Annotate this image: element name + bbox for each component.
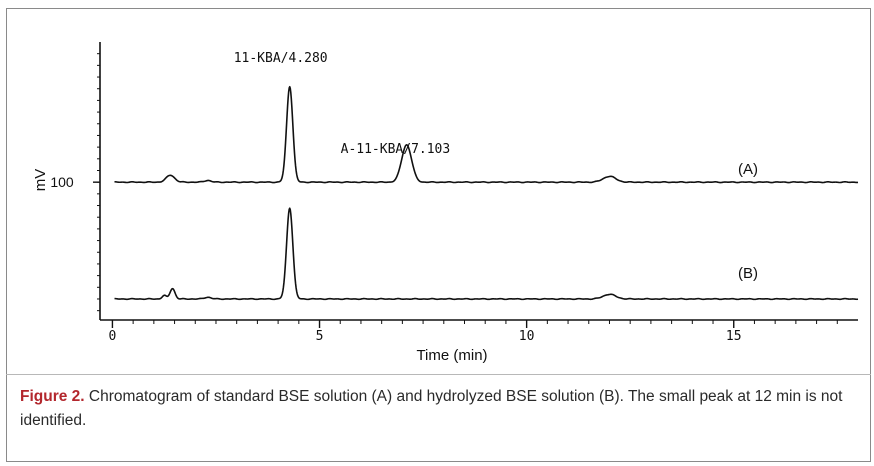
figure-frame (6, 8, 871, 462)
peak-annotation: 11-KBA/4.280 (234, 51, 328, 66)
x-tick-label: 15 (726, 329, 742, 344)
series-label-a: (A) (738, 161, 758, 178)
peak-annotation: A-11-KBA/7.103 (341, 142, 451, 157)
y-tick-label: 100 (50, 174, 74, 190)
trace-line-a (114, 85, 859, 184)
figure-caption: Figure 2. Chromatogram of standard BSE s… (20, 385, 860, 433)
x-tick-label: 10 (519, 329, 535, 344)
x-axis-label: Time (min) (416, 347, 487, 364)
y-axis-label: mV (32, 169, 49, 192)
series-label-b: (B) (738, 265, 758, 282)
x-tick-label: 0 (109, 329, 117, 344)
chart-axes: 0 5 10 15 100 (50, 42, 858, 344)
chart-traces (114, 85, 859, 301)
caption-label: Figure 2. (20, 388, 85, 405)
chart-labels: Time (min) mV (A) (B) 11-KBA/4.280 A-11-KBA/7… (32, 51, 758, 364)
trace-line-b (114, 207, 859, 301)
chromatogram-chart: 0 5 10 15 100 Time (min) mV (A) (B) 11-KBA/4.280… (32, 42, 859, 364)
caption-divider (6, 374, 871, 375)
caption-text: Chromatogram of standard BSE solution (A… (20, 388, 843, 429)
x-tick-label: 5 (316, 329, 324, 344)
